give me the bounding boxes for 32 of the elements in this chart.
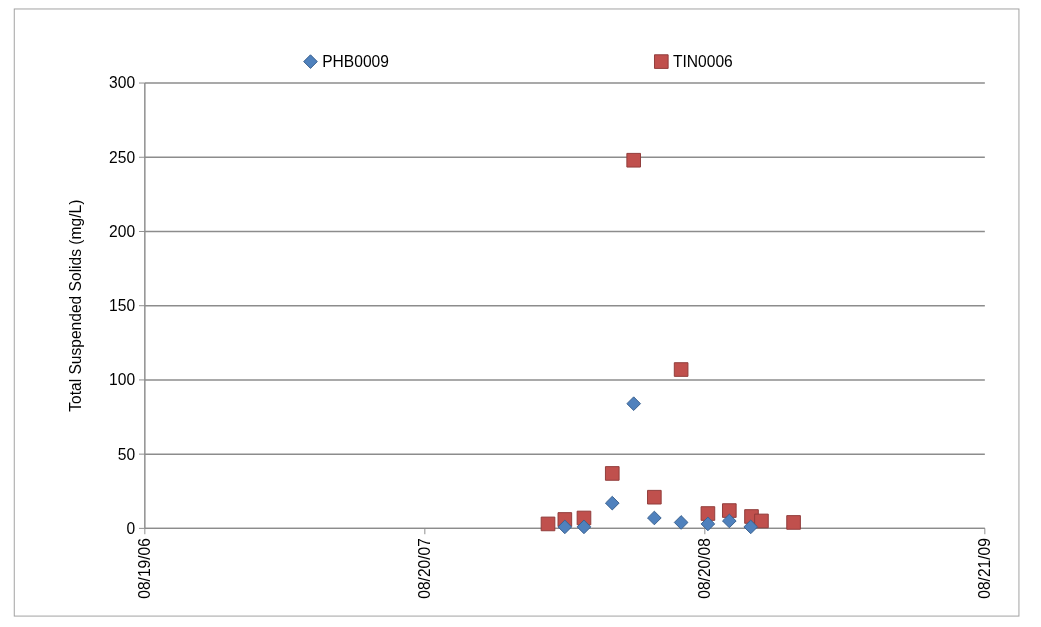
legend-label: TIN0006 bbox=[673, 53, 733, 71]
y-tick-label: 150 bbox=[109, 297, 136, 315]
x-tick-label: 08/19/06 bbox=[136, 538, 154, 599]
point bbox=[626, 152, 641, 168]
point bbox=[673, 515, 689, 530]
x-tick-label: 08/20/07 bbox=[416, 538, 434, 599]
point bbox=[673, 362, 689, 377]
point bbox=[540, 516, 556, 532]
y-tick-label: 0 bbox=[126, 519, 136, 537]
point bbox=[743, 519, 759, 535]
point bbox=[647, 510, 662, 526]
point bbox=[647, 489, 662, 505]
y-tick-label: 100 bbox=[109, 371, 136, 389]
point bbox=[604, 495, 620, 511]
point bbox=[626, 396, 641, 411]
x-tick-label: 08/21/09 bbox=[976, 538, 994, 599]
y-tick-label: 250 bbox=[109, 148, 136, 166]
point bbox=[786, 515, 801, 530]
legend-label: PHB0009 bbox=[322, 53, 389, 71]
point bbox=[754, 513, 769, 529]
point bbox=[700, 506, 716, 521]
point bbox=[700, 516, 716, 532]
y-tick-label: 300 bbox=[109, 74, 136, 92]
y-axis-title: Total Suspended Solids (mg/L) bbox=[67, 199, 85, 412]
x-tick-label: 08/20/08 bbox=[696, 538, 714, 599]
y-tick-label: 200 bbox=[109, 222, 136, 240]
y-tick-label: 50 bbox=[117, 445, 136, 463]
point bbox=[722, 513, 737, 529]
point bbox=[576, 519, 592, 535]
point bbox=[557, 519, 573, 535]
point bbox=[722, 503, 737, 518]
point bbox=[604, 466, 620, 481]
